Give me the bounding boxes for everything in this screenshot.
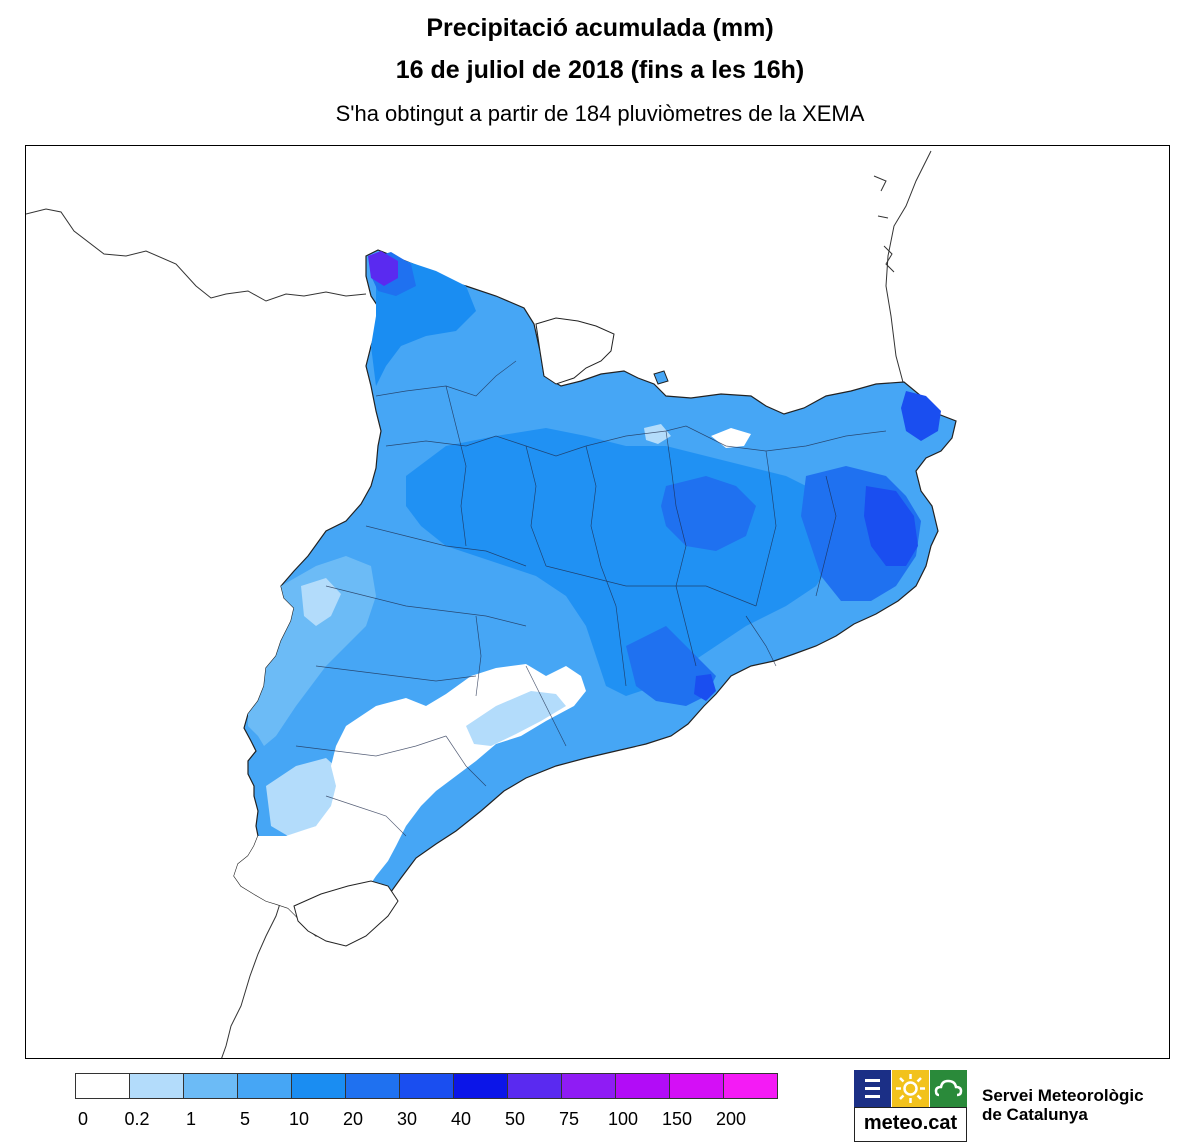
international-border — [26, 208, 367, 302]
source-note: S'ha obtingut a partir de 184 pluviòmetr… — [335, 101, 865, 126]
legend-tick-label: 10 — [288, 1109, 310, 1129]
coastline-islets — [873, 175, 895, 273]
map-subtitle: 16 de juliol de 2018 (fins a les 16h) — [395, 56, 805, 84]
legend-swatch — [615, 1073, 670, 1099]
legend-swatch — [669, 1073, 724, 1099]
zone-dry-patch-ne — [711, 428, 751, 448]
legend-swatch — [507, 1073, 562, 1099]
legend-tick-label: 0 — [77, 1109, 89, 1129]
map-title: Precipitació acumulada (mm) — [426, 14, 774, 42]
legend-tick-label: 1 — [185, 1109, 197, 1129]
legend-swatch — [291, 1073, 346, 1099]
legend-swatch — [183, 1073, 238, 1099]
zone-light-west — [248, 556, 376, 746]
menu-lines-icon — [854, 1070, 891, 1107]
legend-swatch — [399, 1073, 454, 1099]
zone-very-high-center — [661, 476, 756, 551]
ebro-delta — [293, 880, 399, 947]
zone-very-high-coast — [626, 626, 716, 706]
zone-very-light-west — [301, 578, 341, 626]
legend-tick-label: 150 — [661, 1109, 693, 1129]
legend-tick-label: 75 — [558, 1109, 580, 1129]
logo-brand-text: meteo.cat — [854, 1107, 967, 1142]
legend-swatch — [561, 1073, 616, 1099]
zone-peak-coast — [694, 674, 716, 701]
legend-tick-label: 200 — [715, 1109, 747, 1129]
cloud-icon — [930, 1070, 967, 1107]
legend-colorbar — [75, 1073, 778, 1101]
legend-swatch — [723, 1073, 778, 1099]
legend-swatch — [129, 1073, 184, 1099]
organization-name: Servei Meteorològic de Catalunya — [982, 1086, 1144, 1124]
meteocat-logo: meteo.cat — [854, 1070, 967, 1142]
legend-tick-label: 0.2 — [124, 1109, 150, 1129]
legend-swatch — [453, 1073, 508, 1099]
organization-line2: de Catalunya — [982, 1105, 1088, 1124]
coastline-france — [885, 150, 932, 397]
legend-swatch — [345, 1073, 400, 1099]
zone-extreme-nw — [368, 251, 398, 286]
zone-dry-patch-ne2 — [644, 424, 671, 444]
zone-peak-east — [864, 486, 918, 566]
legend-swatch — [75, 1073, 130, 1099]
legend-tick-label: 20 — [342, 1109, 364, 1129]
legend-tick-label: 5 — [239, 1109, 251, 1129]
zone-very-high-ne-corner — [901, 391, 941, 441]
map-frame — [25, 145, 1170, 1059]
zone-very-light-south — [466, 691, 566, 746]
legend-tick-label: 100 — [607, 1109, 639, 1129]
legend-tick-label: 30 — [396, 1109, 418, 1129]
organization-line1: Servei Meteorològic — [982, 1086, 1144, 1105]
legend-tick-label: 40 — [450, 1109, 472, 1129]
legend-swatch — [237, 1073, 292, 1099]
sun-icon — [892, 1070, 929, 1107]
comarca-boundaries — [295, 360, 887, 837]
lake — [653, 370, 669, 385]
precipitation-map — [26, 150, 957, 1058]
legend-tick-label: 50 — [504, 1109, 526, 1129]
region-andorra — [535, 317, 615, 385]
